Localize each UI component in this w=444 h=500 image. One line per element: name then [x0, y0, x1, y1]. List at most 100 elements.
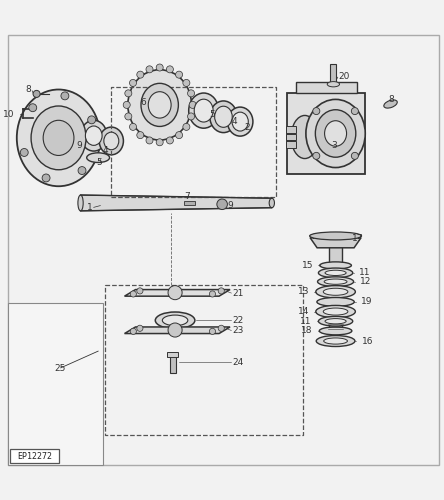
Text: EP12272: EP12272 — [17, 452, 52, 460]
Ellipse shape — [31, 106, 86, 170]
Ellipse shape — [309, 232, 361, 240]
Polygon shape — [124, 327, 230, 334]
Text: 11: 11 — [300, 316, 312, 326]
Circle shape — [87, 116, 95, 124]
Text: 4: 4 — [103, 146, 108, 155]
Text: 17: 17 — [352, 234, 364, 242]
Bar — [167, 352, 178, 358]
Text: 6: 6 — [140, 98, 146, 107]
Ellipse shape — [327, 82, 340, 87]
Bar — [287, 93, 365, 174]
Text: 13: 13 — [297, 288, 309, 296]
Text: 18: 18 — [301, 326, 313, 336]
Text: 21: 21 — [232, 288, 244, 298]
Circle shape — [183, 124, 190, 130]
Ellipse shape — [316, 306, 355, 318]
Text: 2: 2 — [245, 124, 250, 132]
Ellipse shape — [306, 100, 365, 168]
Text: 20: 20 — [339, 72, 350, 81]
Ellipse shape — [128, 70, 191, 140]
Circle shape — [183, 80, 190, 86]
Ellipse shape — [227, 107, 253, 136]
Bar — [10, 449, 59, 464]
Text: 24: 24 — [232, 358, 243, 366]
Ellipse shape — [163, 315, 188, 326]
Ellipse shape — [325, 318, 346, 324]
Ellipse shape — [318, 268, 353, 278]
Text: 19: 19 — [361, 298, 373, 306]
Circle shape — [189, 102, 196, 108]
Ellipse shape — [78, 195, 83, 211]
Bar — [296, 82, 357, 94]
Ellipse shape — [323, 288, 348, 296]
Text: 5: 5 — [96, 158, 102, 168]
Circle shape — [168, 323, 182, 337]
Ellipse shape — [99, 127, 123, 155]
Bar — [330, 64, 337, 84]
Circle shape — [130, 291, 136, 297]
Circle shape — [123, 102, 130, 108]
Bar — [184, 201, 195, 204]
Circle shape — [175, 132, 182, 138]
Circle shape — [218, 325, 224, 332]
Ellipse shape — [232, 112, 248, 131]
Ellipse shape — [384, 100, 397, 108]
Ellipse shape — [324, 279, 347, 284]
Ellipse shape — [43, 120, 74, 156]
Circle shape — [187, 90, 194, 97]
Circle shape — [313, 108, 320, 114]
Text: 9: 9 — [76, 142, 82, 150]
Circle shape — [130, 328, 136, 334]
Circle shape — [168, 286, 182, 300]
Circle shape — [156, 139, 163, 146]
Text: 5: 5 — [210, 110, 215, 119]
Circle shape — [187, 113, 194, 120]
Ellipse shape — [189, 93, 218, 128]
Text: 25: 25 — [54, 364, 66, 373]
Circle shape — [156, 64, 163, 71]
Circle shape — [125, 113, 132, 120]
Circle shape — [137, 288, 143, 294]
Ellipse shape — [104, 132, 119, 150]
Polygon shape — [80, 195, 272, 211]
Circle shape — [33, 90, 40, 98]
Circle shape — [166, 137, 174, 144]
Circle shape — [146, 137, 153, 144]
Ellipse shape — [316, 336, 355, 346]
Circle shape — [29, 104, 37, 112]
Ellipse shape — [148, 92, 171, 118]
Circle shape — [210, 328, 215, 334]
Ellipse shape — [80, 120, 107, 151]
Ellipse shape — [141, 84, 178, 126]
Text: 8: 8 — [388, 94, 394, 104]
Bar — [286, 142, 296, 148]
Circle shape — [137, 132, 144, 138]
Circle shape — [351, 152, 358, 160]
Ellipse shape — [323, 308, 348, 315]
Text: 7: 7 — [184, 192, 190, 201]
Ellipse shape — [319, 327, 352, 335]
Text: 8: 8 — [26, 85, 32, 94]
Text: 4: 4 — [231, 117, 237, 126]
Ellipse shape — [325, 270, 346, 276]
Ellipse shape — [214, 106, 232, 128]
Ellipse shape — [317, 298, 354, 306]
Ellipse shape — [317, 277, 353, 286]
Circle shape — [166, 66, 174, 73]
Circle shape — [78, 166, 86, 174]
Polygon shape — [124, 290, 230, 296]
Circle shape — [130, 80, 136, 86]
Circle shape — [210, 291, 215, 297]
Circle shape — [313, 152, 320, 160]
Ellipse shape — [318, 316, 353, 326]
Text: 1: 1 — [87, 204, 93, 212]
Text: 22: 22 — [232, 316, 243, 325]
Bar — [329, 237, 342, 329]
Text: 16: 16 — [361, 336, 373, 345]
Ellipse shape — [291, 116, 318, 158]
Ellipse shape — [324, 338, 348, 344]
Circle shape — [175, 71, 182, 78]
Bar — [8, 303, 103, 466]
Circle shape — [130, 124, 136, 130]
Text: 9: 9 — [228, 201, 234, 210]
